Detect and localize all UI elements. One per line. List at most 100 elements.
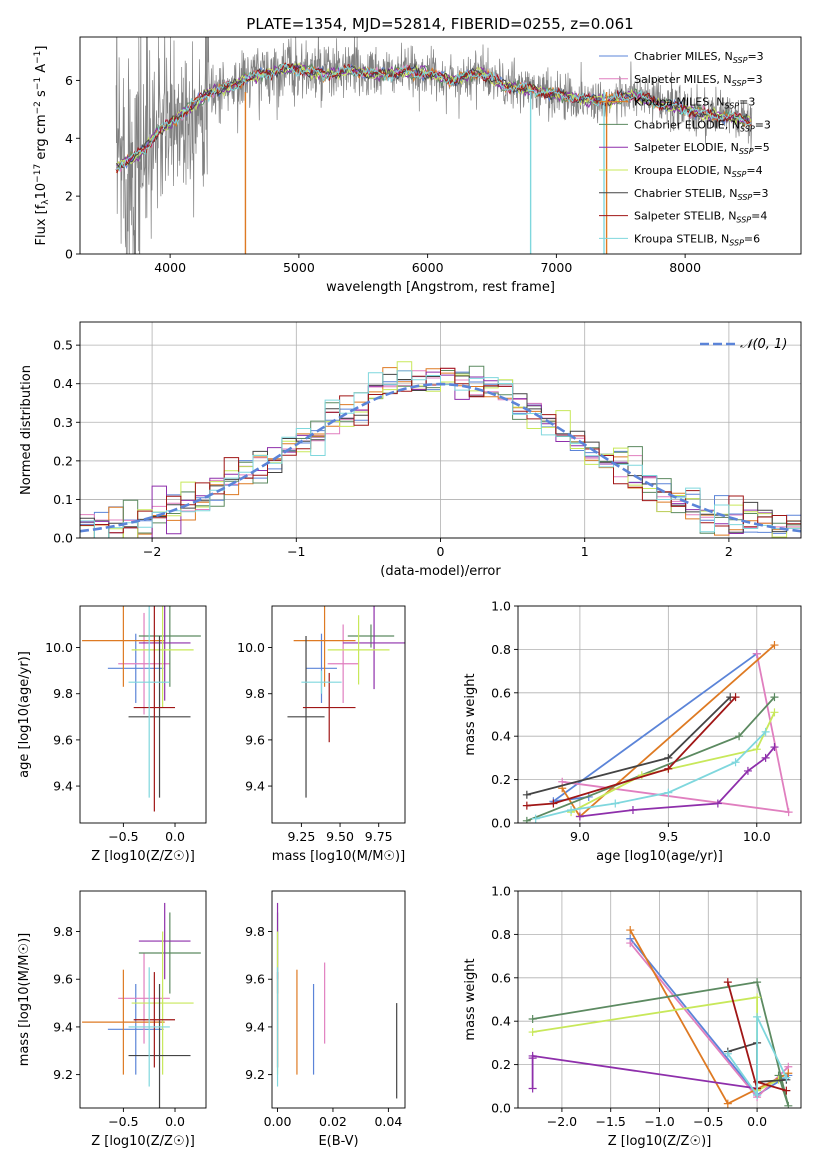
weight-marker <box>531 814 540 823</box>
weight-marker <box>528 1015 537 1024</box>
y-axis-label: Flux [fλ10−17 erg cm−2 s−1 A−1] <box>33 46 51 246</box>
legend-count: =3 <box>747 50 763 63</box>
error-bars <box>82 902 201 1108</box>
legend-label: Salpeter MILES, NSSP=3 <box>634 73 763 88</box>
x-tick-label: 9.25 <box>287 829 315 844</box>
y-tick-label: 0.0 <box>491 816 511 831</box>
legend-label: Chabrier ELODIE, NSSP=3 <box>634 118 771 133</box>
legend-label: Kroupa ELODIE, NSSP=4 <box>634 164 763 179</box>
weight-marker <box>731 758 740 767</box>
y-axis-label-part: −1 <box>33 77 43 90</box>
plot-background <box>272 606 405 823</box>
x-tick-label: 0.0 <box>165 829 185 844</box>
mass-vs-ebv-panel: 0.00 0.02 0.04 9.2 9.4 9.6 9.8 E(B-V) <box>245 890 406 1149</box>
plot-background <box>518 606 801 823</box>
x-tick-label: 9.75 <box>365 829 393 844</box>
weight-marker <box>528 1028 537 1037</box>
weight-marker <box>753 1090 762 1099</box>
normal-reference-curve <box>80 382 801 533</box>
weight-marker <box>731 693 740 702</box>
x-tick-label: 0.04 <box>374 1114 402 1129</box>
weight-marker <box>522 790 531 799</box>
y-tick-label: 1.0 <box>491 599 511 614</box>
error-bars <box>276 902 398 1099</box>
weight-marker <box>626 926 635 935</box>
legend-label: Salpeter ELODIE, NSSP=5 <box>634 141 770 156</box>
weight-marker <box>713 799 722 808</box>
weight-marker <box>611 799 620 808</box>
x-tick-label: −0.5 <box>108 829 138 844</box>
model-fit-line <box>115 62 752 173</box>
legend-subscript: SSP <box>733 56 748 65</box>
x-tick-label: −0.5 <box>693 1114 723 1129</box>
legend-subscript: SSP <box>736 216 751 225</box>
error-bars <box>287 606 405 798</box>
y-axis-label: mass [log10(M/M☉)] <box>17 933 32 1066</box>
legend-subscript: SSP <box>738 193 753 202</box>
weight-marker <box>735 732 744 741</box>
x-tick-label: −0.5 <box>108 1114 138 1129</box>
y-tick-label: 9.8 <box>245 924 265 939</box>
y-tick-label: 9.6 <box>53 732 73 747</box>
x-tick-label: 4000 <box>154 260 186 275</box>
y-tick-label: 9.8 <box>245 686 265 701</box>
y-tick-label: 0.4 <box>491 1014 511 1029</box>
y-axis-label: mass weight <box>463 673 478 755</box>
weight-marker <box>628 805 637 814</box>
x-tick-label: 9.0 <box>570 829 590 844</box>
x-tick-label: 2 <box>725 544 733 559</box>
weight-marker <box>723 978 732 987</box>
weight-marker <box>723 1099 732 1108</box>
axes-frame <box>517 605 802 824</box>
age-vs-mass-panel: 9.25 9.50 9.75 9.4 9.6 9.8 10.0 mass [log10(M/M… <box>237 605 406 864</box>
x-tick-label: 8000 <box>669 260 701 275</box>
y-tick-label: 0.5 <box>53 338 73 353</box>
y-tick-label: 0.3 <box>53 415 73 430</box>
legend-count: =3 <box>739 96 755 109</box>
y-tick-label: 0.8 <box>491 642 511 657</box>
legend-count: =3 <box>755 118 771 131</box>
weight-vs-metallicity-panel: −2.0 −1.5 −1.0 −0.5 0.0 0.0 0.2 0.4 0.6 0.8 1.0 Z [… <box>463 884 802 1149</box>
y-tick-label: 0.2 <box>491 1057 511 1072</box>
weight-marker <box>782 1073 791 1082</box>
legend-count: =3 <box>746 73 762 86</box>
y-tick-label: 0.2 <box>491 772 511 787</box>
legend-subscript: SSP <box>732 79 747 88</box>
legend-label: Kroupa STELIB, NSSP=6 <box>634 232 760 247</box>
weight-marker <box>664 764 673 773</box>
y-tick-label: 0 <box>65 247 73 262</box>
weight-marker <box>522 816 531 823</box>
y-tick-label: 0.4 <box>53 376 73 391</box>
y-axis-label-part: 10 <box>34 183 49 200</box>
weight-marker <box>752 649 761 658</box>
y-tick-label: 0.1 <box>53 492 73 507</box>
y-tick-label: 9.6 <box>53 972 73 987</box>
y-tick-label: 0.2 <box>53 453 73 468</box>
y-tick-label: 10.0 <box>45 640 73 655</box>
x-tick-label: 9.5 <box>658 829 678 844</box>
legend-subscript: SSP <box>732 170 747 179</box>
plot-background <box>80 606 206 823</box>
residual-panel: 𝒩(0, 1) −2 −1 0 1 2 0.0 0.1 0.2 0.3 0.4 0.5 (data-mo… <box>19 321 802 579</box>
weight-vs-age-panel: 9.0 9.5 10.0 0.0 0.2 0.4 0.6 0.8 1.0 age [log10(a… <box>463 599 802 864</box>
y-tick-label: 9.8 <box>53 924 73 939</box>
y-tick-label: 9.8 <box>53 686 73 701</box>
weight-marker <box>549 799 558 808</box>
legend-subscript: SSP <box>724 102 739 111</box>
weight-marker <box>723 1049 732 1058</box>
weight-marker <box>752 745 761 754</box>
weight-marker <box>784 1069 793 1078</box>
y-tick-label: 10.0 <box>237 640 265 655</box>
y-tick-label: 0.4 <box>491 729 511 744</box>
weight-marker <box>626 939 635 948</box>
x-axis-label: Z [log10(Z/Z☉)] <box>91 849 195 864</box>
weight-line <box>579 746 776 818</box>
weight-marker <box>743 766 752 775</box>
x-tick-label: 0.02 <box>319 1114 347 1129</box>
x-axis-label: E(B-V) <box>318 1134 358 1149</box>
weight-marker <box>784 1101 793 1108</box>
y-axis-label-part: Flux [f <box>34 204 49 245</box>
histograms <box>80 361 801 538</box>
x-axis-label: wavelength [Angstrom, rest frame] <box>326 280 555 295</box>
